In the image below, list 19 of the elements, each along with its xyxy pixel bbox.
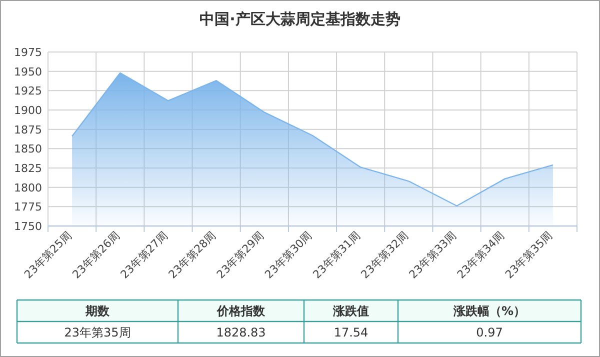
text: 期数	[84, 304, 110, 318]
y-tick-label: 1800	[14, 181, 42, 194]
y-tick-label: 1775	[14, 200, 42, 214]
y-tick-label: 1950	[14, 65, 42, 78]
y-tick-label: 1825	[14, 162, 42, 175]
y-tick-label: 1925	[14, 84, 42, 98]
chart-title: 中国·产区大蒜周定基指数走势	[200, 10, 400, 28]
text: 17.54	[334, 326, 368, 340]
y-tick-label: 1900	[14, 104, 42, 117]
text: 涨跌值	[332, 304, 369, 318]
text: 0.97	[476, 326, 503, 340]
text: 1828.83	[216, 326, 266, 340]
y-tick-label: 1875	[14, 123, 42, 136]
text: 23年第35周	[64, 326, 131, 340]
y-tick-label: 1850	[14, 142, 42, 156]
y-tick-label: 1975	[14, 46, 42, 59]
y-tick-label: 1750	[14, 220, 42, 233]
text: 价格指数	[216, 304, 266, 318]
text: 涨跌幅（%）	[452, 304, 526, 318]
